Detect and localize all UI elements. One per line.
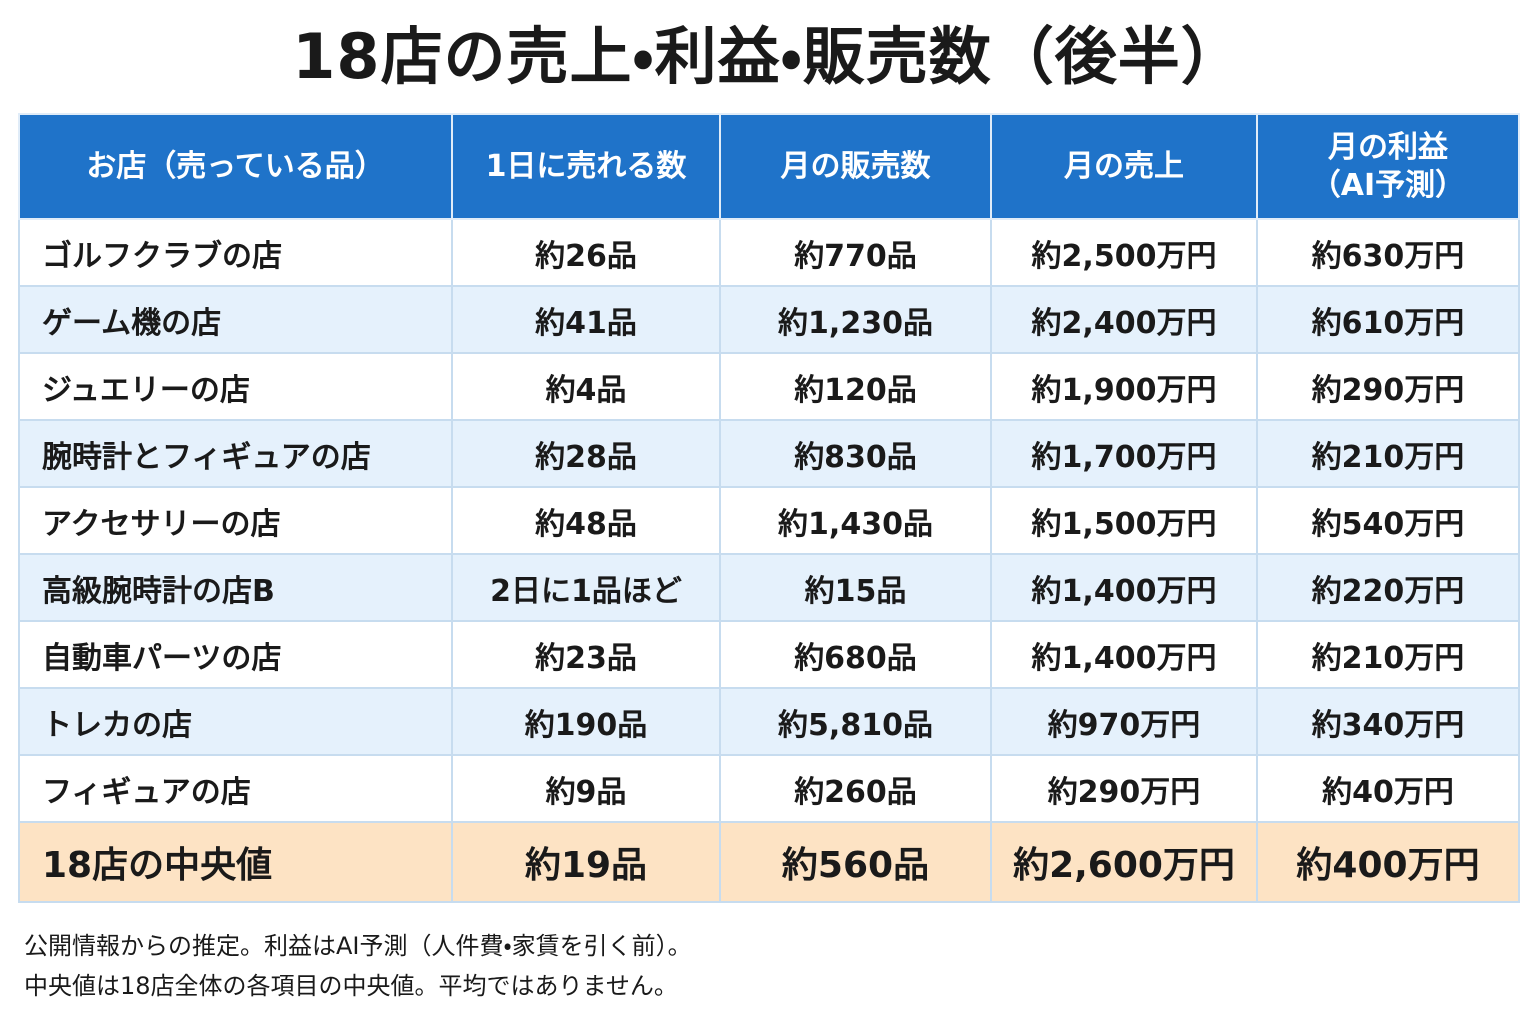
table-row: 高級腕時計の店B 2日に1品ほど 約15品 約1,400万円 約220万円 (18, 553, 1520, 622)
cell: 約220万円 (1256, 553, 1520, 622)
cell: 約610万円 (1256, 285, 1520, 354)
cell: 約680品 (719, 620, 992, 689)
footnotes: 公開情報からの推定。利益はAI予測（人件費・家賃を引く前）。 中央値は18店全体の… (24, 926, 692, 1006)
title: 18店の売上・利益・販売数（後半） (292, 20, 1244, 93)
table-row: 腕時計とフィギュアの店 約28品 約830品 約1,700万円 約210万円 (18, 419, 1520, 488)
store-name: 高級腕時計の店B (18, 553, 453, 622)
cell: 約40万円 (1256, 754, 1520, 823)
cell: 約2,400万円 (990, 285, 1258, 354)
table-body: ゴルフクラブの店 約26品 約770品 約2,500万円 約630万円 ゲーム機の店 約41… (18, 218, 1520, 903)
header-cell: 月の利益 （AI予測） (1256, 113, 1520, 220)
cell: 約23品 (451, 620, 721, 689)
cell: 約260品 (719, 754, 992, 823)
table-row: ゴルフクラブの店 約26品 約770品 約2,500万円 約630万円 (18, 218, 1520, 287)
cell: 約9品 (451, 754, 721, 823)
cell: 約1,400万円 (990, 553, 1258, 622)
header-cell: 1日に売れる数 (451, 113, 721, 220)
cell: 約290万円 (990, 754, 1258, 823)
footnote: 公開情報からの推定。利益はAI予測（人件費・家賃を引く前）。 (24, 932, 692, 960)
cell: 約26品 (451, 218, 721, 287)
store-name: ゴルフクラブの店 (18, 218, 453, 287)
cell: 約120品 (719, 352, 992, 421)
summary-row: 18店の中央値 約19品 約560品 約2,600万円 約400万円 (18, 821, 1520, 903)
cell: 約540万円 (1256, 486, 1520, 555)
cell: 約15品 (719, 553, 992, 622)
footnote: 中央値は18店全体の各項目の中央値。平均ではありません。 (24, 972, 678, 1000)
summary-cell: 約560品 (719, 821, 992, 903)
data-table: お店（売っている品） 1日に売れる数 月の販売数 月の売上 月の利益 （AI予測） ゴル… (18, 113, 1520, 903)
cell: 約770品 (719, 218, 992, 287)
store-name: ゲーム機の店 (18, 285, 453, 354)
table-row: ゲーム機の店 約41品 約1,230品 約2,400万円 約610万円 (18, 285, 1520, 354)
cell: 約210万円 (1256, 620, 1520, 689)
table-row: ジュエリーの店 約4品 約120品 約1,900万円 約290万円 (18, 352, 1520, 421)
header-cell: お店（売っている品） (18, 113, 453, 220)
cell: 約2,500万円 (990, 218, 1258, 287)
cell: 約28品 (451, 419, 721, 488)
cell: 約48品 (451, 486, 721, 555)
cell: 約830品 (719, 419, 992, 488)
cell: 約1,900万円 (990, 352, 1258, 421)
cell: 約1,400万円 (990, 620, 1258, 689)
header-cell: 月の売上 (990, 113, 1258, 220)
store-name: トレカの店 (18, 687, 453, 756)
summary-cell: 約2,600万円 (990, 821, 1258, 903)
cell: 約970万円 (990, 687, 1258, 756)
summary-cell: 約400万円 (1256, 821, 1520, 903)
cell: 約1,230品 (719, 285, 992, 354)
store-name: 腕時計とフィギュアの店 (18, 419, 453, 488)
store-name: ジュエリーの店 (18, 352, 453, 421)
cell: 約290万円 (1256, 352, 1520, 421)
cell: 約630万円 (1256, 218, 1520, 287)
cell: 約340万円 (1256, 687, 1520, 756)
store-name: フィギュアの店 (18, 754, 453, 823)
cell: 約1,430品 (719, 486, 992, 555)
table-row: 自動車パーツの店 約23品 約680品 約1,400万円 約210万円 (18, 620, 1520, 689)
summary-label: 18店の中央値 (18, 821, 453, 903)
table-row: アクセサリーの店 約48品 約1,430品 約1,500万円 約540万円 (18, 486, 1520, 555)
store-name: 自動車パーツの店 (18, 620, 453, 689)
cell: 約210万円 (1256, 419, 1520, 488)
table-row: フィギュアの店 約9品 約260品 約290万円 約40万円 (18, 754, 1520, 823)
header-row: お店（売っている品） 1日に売れる数 月の販売数 月の売上 月の利益 （AI予測） (18, 113, 1520, 220)
cell: 約4品 (451, 352, 721, 421)
cell: 約5,810品 (719, 687, 992, 756)
cell: 約1,700万円 (990, 419, 1258, 488)
store-name: アクセサリーの店 (18, 486, 453, 555)
cell: 約1,500万円 (990, 486, 1258, 555)
cell: 2日に1品ほど (451, 553, 721, 622)
summary-cell: 約19品 (451, 821, 721, 903)
cell: 約41品 (451, 285, 721, 354)
table-row: トレカの店 約190品 約5,810品 約970万円 約340万円 (18, 687, 1520, 756)
cell: 約190品 (451, 687, 721, 756)
header-cell: 月の販売数 (719, 113, 992, 220)
